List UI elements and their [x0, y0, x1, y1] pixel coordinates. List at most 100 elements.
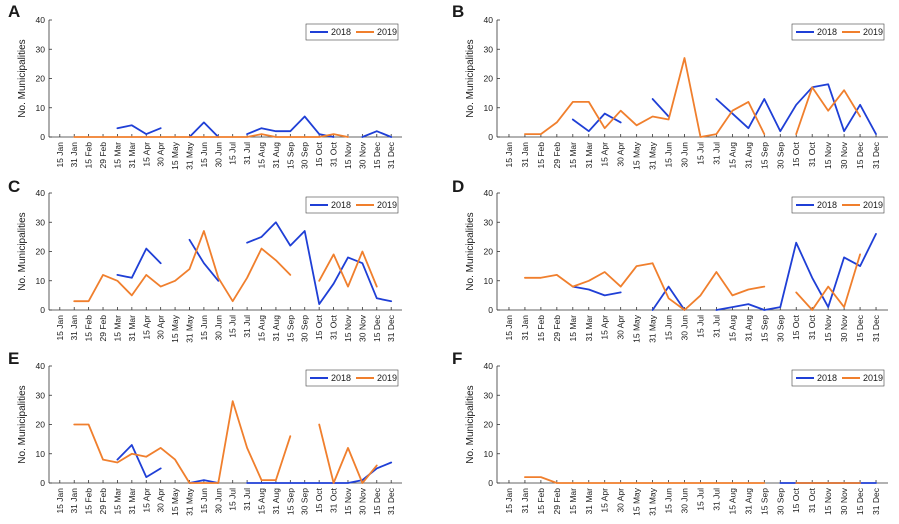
x-tick-label: 31 Oct	[807, 314, 817, 340]
legend-label-2018: 2018	[817, 200, 837, 210]
x-tick-label: 31 May	[184, 487, 194, 516]
x-tick-label: 29 Feb	[98, 315, 108, 342]
legend-box	[791, 196, 885, 214]
legend-box	[305, 23, 399, 41]
x-tick-label: 15 Jan	[504, 315, 514, 341]
x-tick-label: 31 Jan	[520, 488, 530, 514]
x-tick-label: 15 Mar	[112, 315, 122, 342]
x-tick-label: 15 Jul	[228, 315, 238, 338]
x-tick-label: 15 Oct	[314, 487, 324, 513]
x-tick-label: 30 Nov	[839, 314, 849, 342]
x-tick-label: 29 Feb	[552, 315, 562, 342]
x-tick-label: 31 Mar	[584, 315, 594, 342]
x-tick-label: 15 Jun	[199, 488, 209, 514]
x-tick-label: 30 Sep	[300, 488, 310, 515]
x-tick-label: 15 Feb	[84, 488, 94, 515]
x-tick-label: 15 Aug	[257, 488, 267, 515]
x-tick-label: 31 Oct	[807, 141, 817, 167]
x-tick-label: 15 Sep	[285, 315, 295, 342]
legend-label-2018: 2018	[331, 373, 351, 383]
x-tick-label: 15 Dec	[855, 314, 865, 342]
x-tick-label: 31 Aug	[743, 488, 753, 515]
y-axis-label: No. Municipalities	[465, 39, 476, 117]
legend-label-2018: 2018	[817, 373, 837, 383]
x-tick-label: 15 Nov	[823, 314, 833, 342]
x-tick-label: 15 Jan	[55, 488, 65, 514]
x-tick-label: 30 Jun	[680, 315, 690, 341]
series-line-2019	[524, 476, 766, 484]
legend: 2018 2019	[305, 196, 399, 214]
x-tick-label: 31 Aug	[743, 142, 753, 169]
x-tick-label: 15 Dec	[372, 487, 382, 515]
x-tick-label: 31 May	[648, 141, 658, 170]
series-line-2019	[318, 423, 378, 484]
x-tick-label: 15 Apr	[600, 315, 610, 340]
x-tick-label: 31 May	[184, 141, 194, 170]
y-tick-label: 0	[40, 478, 45, 488]
x-tick-label: 30 Nov	[357, 314, 367, 342]
legend-label-2019: 2019	[377, 27, 397, 37]
x-tick-label: 15 Dec	[855, 141, 865, 169]
x-tick-label: 15 Aug	[257, 315, 267, 342]
x-tick-label: 31 Jan	[520, 315, 530, 341]
x-tick-label: 30 Jun	[680, 488, 690, 514]
series-line-2019	[73, 400, 292, 484]
panel-letter-c: C	[8, 177, 20, 196]
legend-box	[305, 369, 399, 387]
y-tick-label: 0	[488, 478, 493, 488]
legend-box	[305, 196, 399, 214]
x-tick-label: 30 Nov	[839, 487, 849, 515]
x-tick-label: 30 Sep	[300, 142, 310, 169]
x-tick-label: 15 Dec	[855, 487, 865, 515]
x-tick-label: 31 Jan	[69, 142, 79, 168]
x-tick-label: 31 Jan	[520, 142, 530, 168]
y-axis-label: No. Municipalities	[17, 385, 28, 463]
chart-panel-b: B 0 10 20 30 40 No. Municipalities 15 Jan 31 Jan…	[452, 2, 888, 170]
x-tick-label: 15 Sep	[285, 488, 295, 515]
x-tick-label: 31 Oct	[807, 487, 817, 513]
x-tick-label: 31 May	[648, 314, 658, 343]
x-tick-label: 15 Jul	[695, 315, 705, 338]
x-tick-label: 30 Apr	[616, 142, 626, 167]
x-tick-label: 31 Jul	[711, 142, 721, 165]
x-tick-label: 15 May	[170, 487, 180, 516]
x-tick-label: 31 Dec	[386, 314, 396, 342]
series-line-2018	[188, 121, 220, 138]
x-tick-label: 15 Mar	[112, 142, 122, 169]
series-line-2018	[361, 130, 393, 138]
legend-label-2019: 2019	[863, 27, 883, 37]
y-tick-label: 40	[36, 361, 46, 371]
x-tick-label: 15 Apr	[141, 488, 151, 513]
series-line-2018	[571, 285, 622, 297]
x-tick-label: 15 Nov	[823, 487, 833, 515]
x-tick-label: 15 Nov	[343, 141, 353, 169]
y-tick-label: 30	[484, 390, 494, 400]
panel-letter-f: F	[452, 349, 462, 368]
y-tick-label: 0	[40, 132, 45, 142]
x-tick-label: 30 Jun	[213, 142, 223, 168]
x-tick-label: 15 Apr	[600, 488, 610, 513]
series-line-2019	[73, 230, 292, 303]
chart-panel-e: E 0 10 20 30 40 No. Municipalities 15 Jan 31 Jan…	[8, 349, 402, 516]
x-tick-label: 30 Jun	[213, 488, 223, 514]
x-tick-label: 15 May	[170, 314, 180, 343]
x-tick-label: 31 Dec	[386, 141, 396, 169]
series-line-2018	[571, 112, 622, 133]
x-tick-label: 15 Nov	[343, 487, 353, 515]
y-tick-label: 20	[484, 247, 494, 257]
y-axis-label: No. Municipalities	[17, 212, 28, 290]
x-tick-label: 15 Oct	[791, 487, 801, 513]
x-tick-label: 30 Nov	[357, 141, 367, 169]
legend-label-2019: 2019	[863, 373, 883, 383]
x-tick-label: 15 Mar	[112, 488, 122, 515]
y-tick-label: 30	[36, 217, 46, 227]
x-tick-label: 30 Apr	[616, 315, 626, 340]
x-tick-label: 15 Jun	[199, 142, 209, 168]
x-tick-label: 31 Mar	[127, 142, 137, 169]
y-axis-label: No. Municipalities	[465, 385, 476, 463]
series-line-2019	[73, 133, 349, 138]
x-tick-label: 30 Jun	[680, 142, 690, 168]
legend-label-2019: 2019	[377, 373, 397, 383]
legend: 2018 2019	[791, 369, 885, 387]
series-line-2018	[188, 238, 220, 282]
